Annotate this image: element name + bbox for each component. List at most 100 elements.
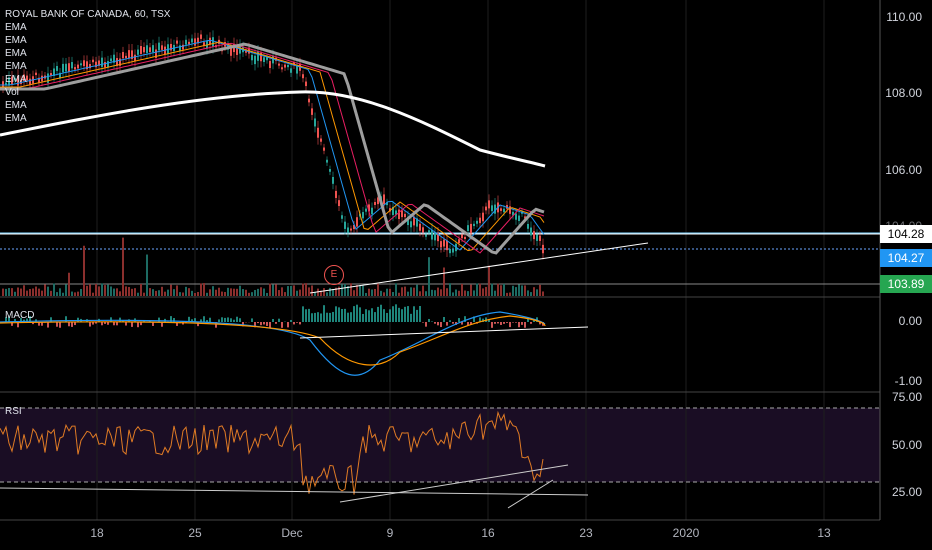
- candle-body: [245, 50, 247, 53]
- volume-bar: [443, 267, 445, 296]
- candle-body: [266, 57, 268, 61]
- candle-body: [146, 45, 148, 54]
- macd-hist-bar: [470, 322, 472, 325]
- indicator-vol[interactable]: Vol: [5, 87, 19, 98]
- candle-body: [356, 217, 358, 227]
- candle-body: [194, 38, 196, 46]
- candle-body: [314, 118, 316, 127]
- candle-body: [326, 159, 328, 163]
- candle-body: [305, 81, 307, 87]
- macd-pane-label[interactable]: MACD: [5, 310, 35, 321]
- indicator-ema-1[interactable]: EMA: [5, 22, 27, 33]
- macd-hist-bar: [344, 308, 346, 322]
- macd-hist-bar: [359, 307, 361, 322]
- price-badge-ema: 103.89: [880, 275, 932, 293]
- candle-body: [470, 223, 472, 234]
- candle-body: [197, 37, 199, 44]
- macd-hist-bar: [353, 306, 355, 322]
- volume-bar: [329, 287, 331, 296]
- volume-bar: [473, 290, 475, 296]
- candle-body: [320, 138, 322, 142]
- macd-hist-bar: [188, 316, 190, 322]
- macd-hist-bar: [473, 316, 475, 322]
- volume-bar: [347, 285, 349, 296]
- volume-bar: [359, 284, 361, 296]
- candle-body: [119, 58, 121, 66]
- candle-body: [530, 227, 532, 236]
- indicator-ema-7[interactable]: EMA: [5, 113, 27, 124]
- volume-bar: [308, 287, 310, 296]
- volume-bar: [29, 288, 31, 296]
- volume-bar: [200, 283, 202, 296]
- macd-hist-bar: [404, 306, 406, 322]
- volume-bar: [218, 287, 220, 296]
- macd-hist-bar: [215, 322, 217, 328]
- rsi-pane-label[interactable]: RSI: [5, 406, 22, 417]
- candle-body: [347, 227, 349, 233]
- indicator-ema-6[interactable]: EMA: [5, 100, 27, 111]
- volume-bar: [497, 283, 499, 296]
- chart-header: ROYAL BANK OF CANADA, 60, TSX EMA EMA EM…: [5, 8, 170, 125]
- volume-bar: [14, 291, 16, 296]
- volume-bar: [224, 291, 226, 296]
- volume-bar: [503, 283, 505, 296]
- macd-hist-bar: [125, 322, 127, 326]
- candle-body: [83, 60, 85, 67]
- candle-body: [527, 223, 529, 229]
- volume-bar: [239, 285, 241, 296]
- candle-body: [200, 34, 202, 39]
- volume-bar: [380, 290, 382, 296]
- candle-body: [383, 194, 385, 205]
- symbol-title[interactable]: ROYAL BANK OF CANADA, 60, TSX: [5, 9, 171, 20]
- volume-bar: [59, 288, 61, 296]
- volume-bar: [446, 288, 448, 296]
- time-label-dec: Dec: [281, 526, 303, 540]
- macd-hist-bar: [500, 322, 502, 325]
- macd-hist-bar: [419, 306, 421, 322]
- macd-tick-neg1: -1.00: [894, 374, 922, 388]
- macd-hist-bar: [26, 318, 28, 322]
- candle-body: [155, 49, 157, 58]
- candle-body: [254, 55, 256, 65]
- macd-hist-bar: [416, 309, 418, 322]
- indicator-ema-5[interactable]: EMA: [5, 74, 27, 85]
- candle-body: [440, 241, 442, 248]
- volume-bar: [89, 284, 91, 296]
- macd-hist-bar: [332, 311, 334, 322]
- volume-bar: [536, 289, 538, 296]
- candle-body: [479, 217, 481, 224]
- price-tick-110: 110.00: [886, 10, 922, 24]
- macd-hist-bar: [47, 322, 49, 328]
- volume-bar: [404, 286, 406, 296]
- volume-bar: [371, 289, 373, 296]
- volume-bar: [167, 289, 169, 296]
- volume-bar: [260, 287, 262, 296]
- volume-bar: [44, 284, 46, 296]
- candle-body: [176, 40, 178, 44]
- volume-bar: [155, 290, 157, 296]
- volume-bar: [26, 290, 28, 296]
- indicator-ema-3[interactable]: EMA: [5, 48, 27, 59]
- indicator-ema-4[interactable]: EMA: [5, 61, 27, 72]
- candle-body: [368, 204, 370, 212]
- candle-body: [86, 61, 88, 70]
- indicator-ema-2[interactable]: EMA: [5, 35, 27, 46]
- candle-body: [98, 60, 100, 66]
- macd-hist-bar: [23, 319, 25, 322]
- volume-bar: [74, 292, 76, 296]
- time-label-25: 25: [188, 526, 202, 540]
- macd-hist-bar: [71, 322, 73, 327]
- volume-bar: [221, 291, 223, 296]
- earnings-event-marker[interactable]: E: [324, 265, 344, 285]
- macd-hist-bar: [110, 317, 112, 322]
- macd-hist-bar: [77, 317, 79, 322]
- volume-bar: [263, 288, 265, 296]
- macd-hist-bar: [443, 317, 445, 322]
- candle-body: [29, 78, 31, 85]
- macd-hist-bar: [176, 322, 178, 326]
- macd-hist-bar: [161, 322, 163, 327]
- volume-bar: [488, 265, 490, 296]
- candle-body: [56, 66, 58, 71]
- volume-bar: [212, 286, 214, 296]
